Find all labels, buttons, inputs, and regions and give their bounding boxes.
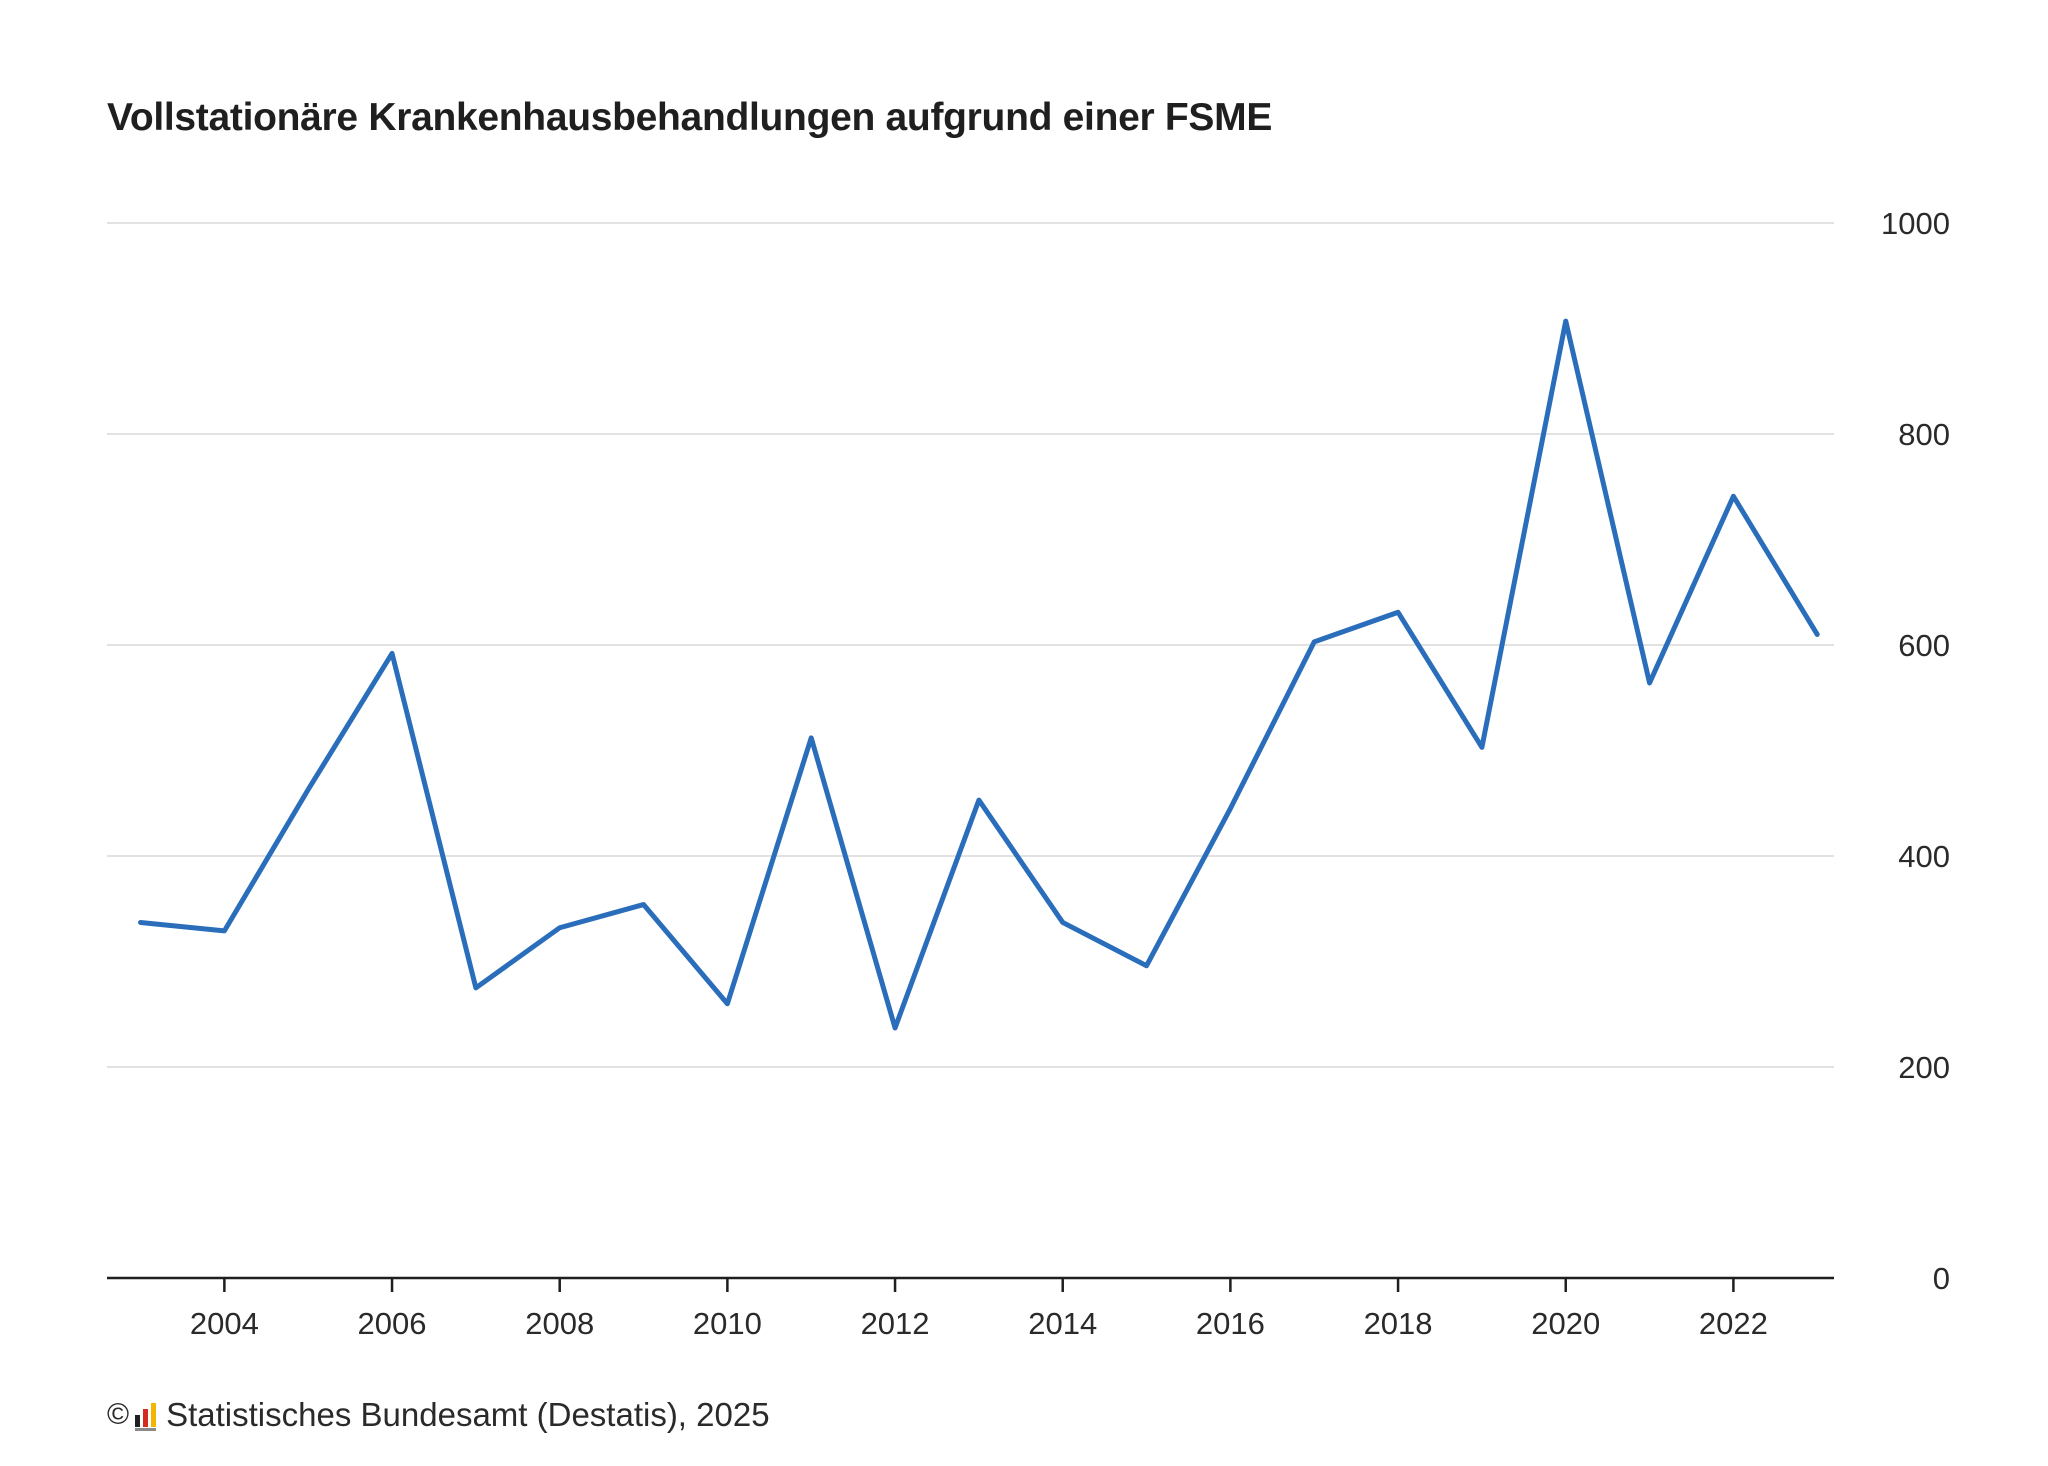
chart-title: Vollstationäre Krankenhausbehandlungen a… <box>107 96 1273 139</box>
data-point-2012 <box>892 1025 898 1031</box>
data-point-2015 <box>1144 963 1150 969</box>
data-point-2004 <box>221 928 227 934</box>
y-tick-label: 1000 <box>1881 206 1950 241</box>
x-tick-label: 2018 <box>1364 1306 1433 1341</box>
data-point-2020 <box>1563 318 1569 324</box>
x-tick-label: 2022 <box>1699 1306 1768 1341</box>
data-point-2005 <box>305 787 311 793</box>
data-point-2003 <box>138 919 144 925</box>
x-tick-label: 2016 <box>1196 1306 1265 1341</box>
x-tick-label: 2014 <box>1028 1306 1097 1341</box>
x-tick-label: 2004 <box>190 1306 259 1341</box>
data-point-2013 <box>976 797 982 803</box>
x-tick-label: 2020 <box>1531 1306 1600 1341</box>
data-point-2006 <box>389 650 395 656</box>
source-footer: © Statistisches Bundesamt (Destatis), 20… <box>107 1396 770 1434</box>
x-tick-label: 2010 <box>693 1306 762 1341</box>
gridlines <box>107 222 1834 1068</box>
y-tick-label: 200 <box>1898 1050 1950 1085</box>
data-point-2016 <box>1227 806 1233 812</box>
destatis-logo-icon <box>135 1399 157 1431</box>
y-tick-label: 800 <box>1898 417 1950 452</box>
data-point-2019 <box>1479 744 1485 750</box>
data-point-2007 <box>473 985 479 991</box>
data-point-2017 <box>1311 639 1317 645</box>
data-point-2021 <box>1647 680 1653 686</box>
x-tick-label: 2008 <box>525 1306 594 1341</box>
series-line-0 <box>138 318 1820 1031</box>
data-point-2008 <box>557 925 563 931</box>
data-point-2014 <box>1060 919 1066 925</box>
source-text: Statistisches Bundesamt (Destatis), 2025 <box>166 1396 770 1433</box>
data-point-2022 <box>1730 493 1736 499</box>
data-point-2010 <box>724 1001 730 1007</box>
y-tick-label: 600 <box>1898 628 1950 663</box>
series <box>138 318 1820 1031</box>
x-tick-label: 2012 <box>861 1306 930 1341</box>
y-tick-label: 0 <box>1933 1261 1950 1296</box>
y-tick-label: 400 <box>1898 839 1950 874</box>
x-tick-label: 2006 <box>358 1306 427 1341</box>
y-axis-ticks: 0 200 400 600 800 1000 <box>1881 206 1950 1296</box>
data-point-2018 <box>1395 609 1401 615</box>
x-axis-ticks: 2004 2006 2008 2010 2012 2014 2016 2018 2020 2022 <box>190 1278 1768 1341</box>
data-point-2011 <box>808 735 814 741</box>
data-point-2009 <box>641 902 647 908</box>
copyright-symbol: © <box>107 1398 130 1431</box>
data-point-2023 <box>1814 631 1820 637</box>
